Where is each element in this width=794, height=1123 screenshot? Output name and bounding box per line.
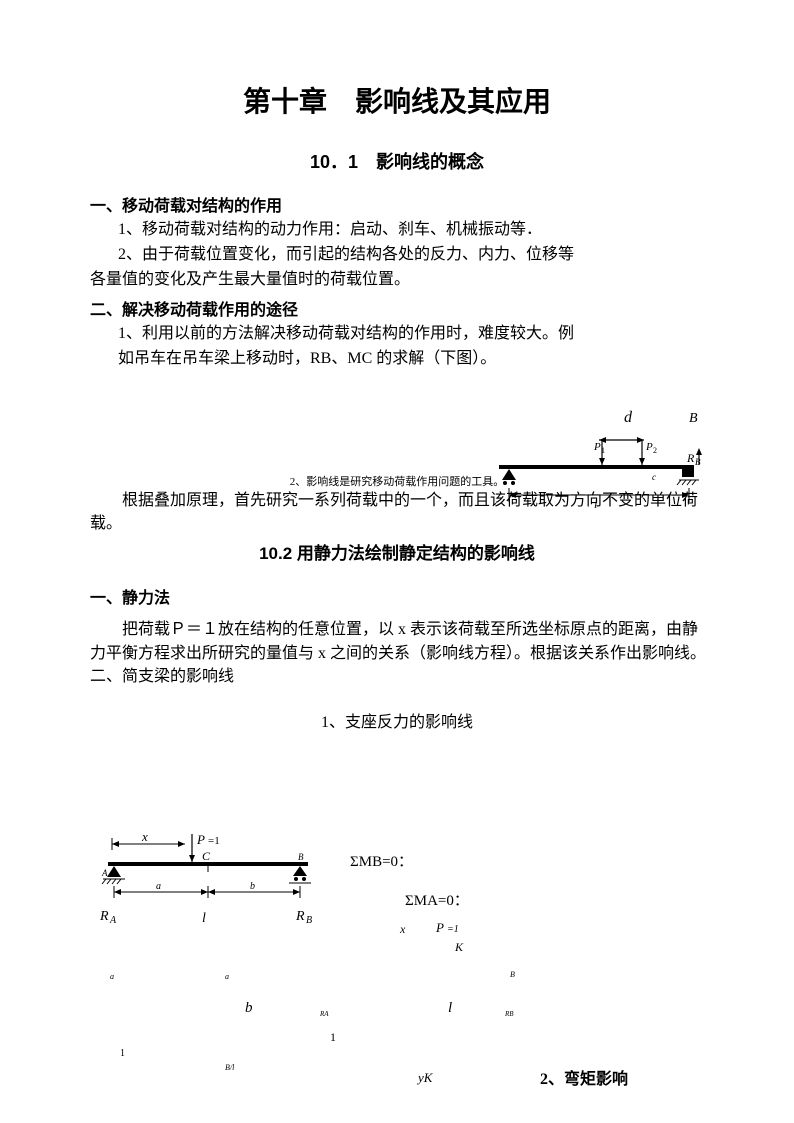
heading-1: 一、移动荷载对结构的作用 (90, 192, 704, 216)
formula-block: ΣMB=0： ΣMA=0： (350, 850, 469, 910)
para-1-3: 各量值的变化及产生最大量值时的荷载位置。 (90, 268, 704, 291)
para-3-1: 把荷载Ｐ＝１放在结构的任意位置，以 x 表示该荷载至所选坐标原点的距离，由静力平… (90, 618, 704, 688)
label-d: d (624, 410, 633, 426)
sym-K: K (455, 940, 463, 955)
sym-a: a (110, 972, 114, 981)
label-RB2-sub: B (306, 915, 312, 926)
label-P2-sub: 2 (653, 446, 657, 455)
formula-MA: ΣMA=0： (405, 889, 469, 910)
sub-title-1: 1、支座反力的影响线 (90, 708, 704, 732)
label-B-top: B (689, 411, 698, 426)
para-2-2: 如吊车在吊车梁上移动时，RB、MC 的求解（下图）。 (118, 347, 704, 370)
label-l: l (594, 497, 598, 510)
label-B: B (298, 852, 304, 862)
label-RB-sub: B (695, 457, 701, 467)
formula-MB: ΣMB=0： (350, 850, 469, 871)
sym-Br: B (510, 970, 515, 979)
para-2-1: 1、利用以前的方法解决移动荷载对结构的作用时，难度较大。例 (118, 322, 704, 345)
label-b: b (250, 881, 255, 892)
sym-P1: P =1 (436, 920, 459, 936)
section-10-1-title: 10．1 影响线的概念 (90, 148, 704, 174)
label-a: a (156, 881, 161, 892)
crane-beam-diagram: d B P 1 P 2 R B c (494, 410, 704, 500)
label-RA: R (100, 909, 109, 924)
sym-RB: RB (505, 1010, 514, 1018)
sym-1a: 1 (120, 1048, 125, 1059)
sym-b: b (245, 1000, 253, 1017)
sym-x: x (400, 922, 405, 937)
sym-bl: B/l (225, 1063, 234, 1072)
section-10-2-title: 10.2 用静力法绘制静定结构的影响线 (90, 539, 704, 564)
label-RB2: R (295, 909, 305, 924)
right-support-icon (682, 469, 694, 477)
sym-1b: 1 (330, 1030, 336, 1045)
beam-bar (499, 465, 694, 469)
chapter-title: 第十章 影响线及其应用 (90, 80, 704, 120)
left-pin-icon (107, 866, 121, 877)
label-eq1: =1 (208, 835, 220, 847)
label-RB: R (686, 451, 695, 465)
para-1-1: 1、移动荷载对结构的动力作用：启动、刹车、机械振动等． (118, 218, 704, 241)
label-c: c (652, 472, 656, 482)
sym-a2: a (225, 972, 229, 981)
para-1-2: 2、由于荷载位置变化，而引起的结构各处的反力、内力、位移等 (118, 243, 704, 266)
label-P1: P (593, 441, 601, 453)
simply-supported-beam-diagram: x P =1 A C B a (100, 832, 320, 942)
right-roller-icon (293, 866, 307, 876)
label-x: x (141, 832, 148, 844)
label-RA-sub: A (109, 915, 117, 926)
label-P2: P (645, 441, 653, 453)
sym-l: l (448, 1000, 452, 1017)
sym-RA: RA (320, 1010, 329, 1018)
left-support-icon (502, 469, 516, 480)
heading-2: 二、解决移动荷载作用的途径 (90, 296, 704, 320)
heading-3: 一、静力法 (90, 584, 704, 608)
sub-title-2: 2、弯矩影响 (540, 1065, 628, 1089)
label-C: C (202, 849, 211, 863)
label-P-eq-1: P (196, 832, 205, 847)
sym-yk: yK (418, 1070, 432, 1086)
label-l2: l (202, 911, 206, 926)
label-A: A (101, 868, 108, 878)
